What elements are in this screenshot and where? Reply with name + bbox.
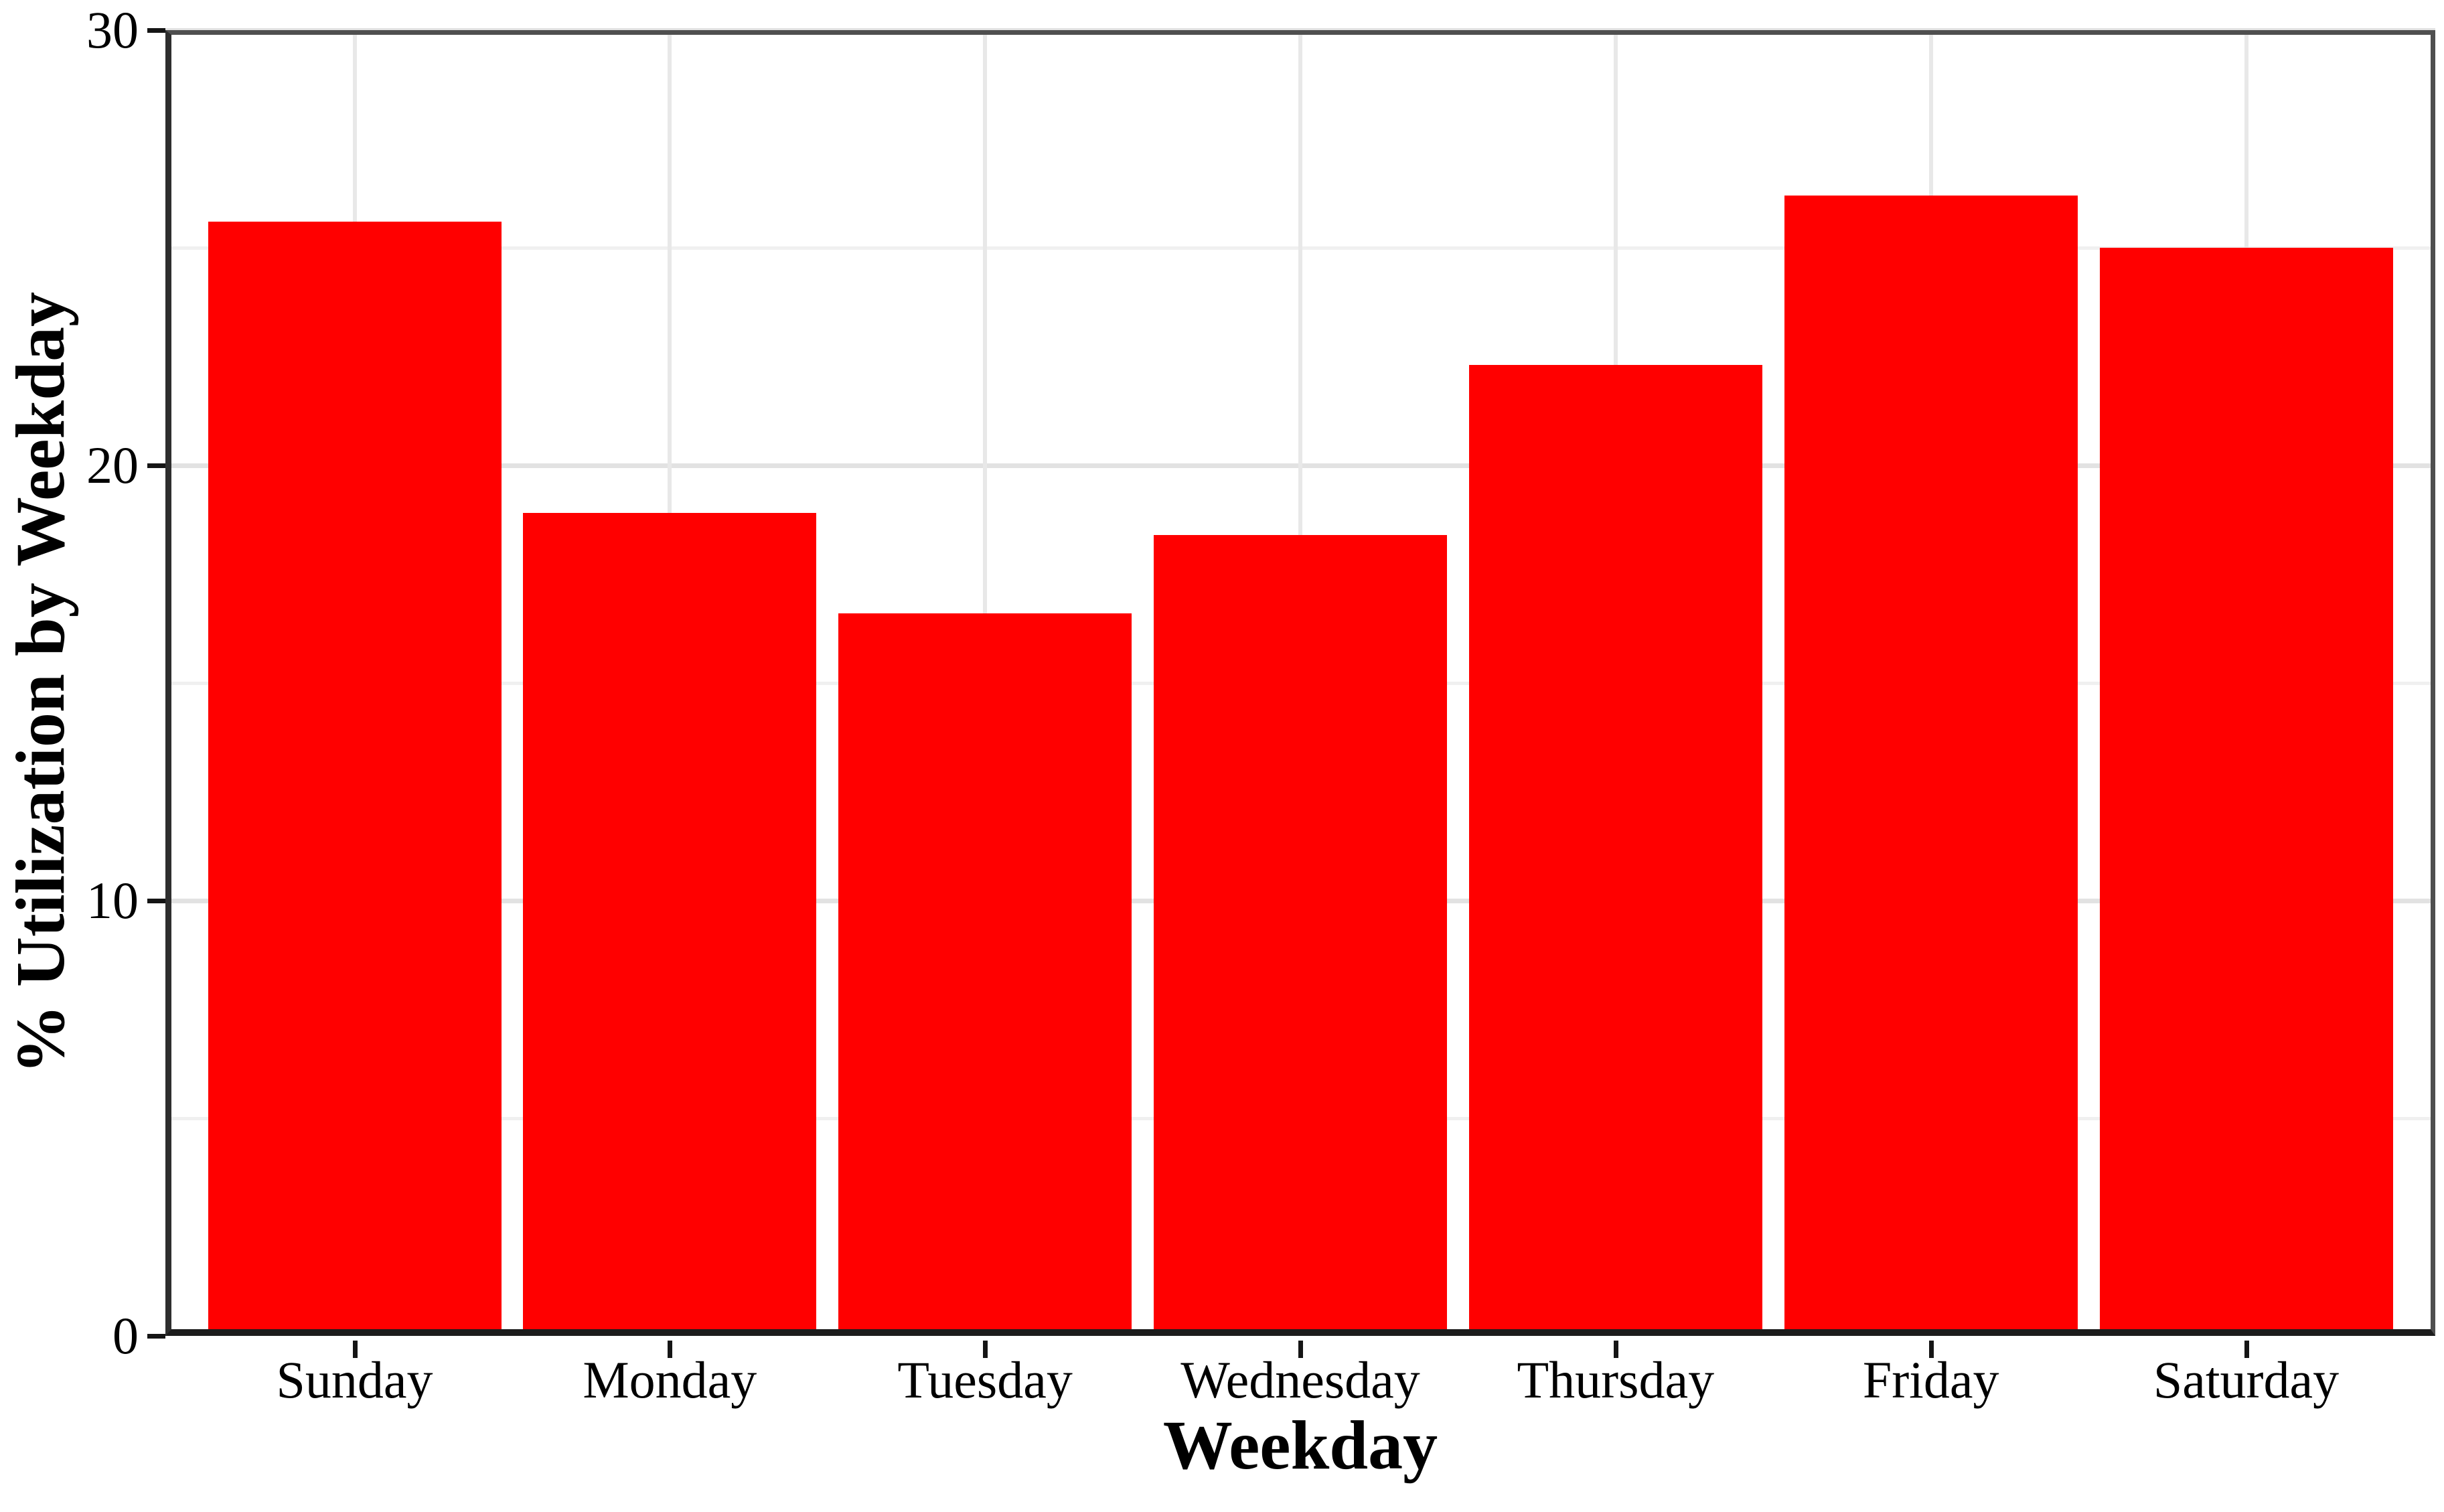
x-tick-label-friday: Friday [1862,1351,1999,1409]
x-tick-saturday [2244,1341,2249,1358]
y-tick-30 [147,28,165,33]
bar-monday [523,513,817,1336]
y-tick-label-0: 0 [112,1306,139,1365]
x-tick-wednesday [1298,1341,1303,1358]
y-tick-label-10: 10 [86,871,139,929]
x-axis-title: Weekday [1162,1407,1438,1484]
bar-sunday [208,222,502,1336]
bar-layer [165,30,2435,1336]
bar-tuesday [838,613,1132,1336]
x-tick-thursday [1613,1341,1618,1358]
y-tick-label-20: 20 [86,436,139,494]
y-axis-title: % Utilization by Weekday [2,291,79,1075]
x-tick-sunday [352,1341,358,1358]
y-tick-label-30: 30 [86,1,139,59]
y-tick-0 [147,1334,165,1339]
bar-thursday [1468,365,1762,1336]
y-tick-20 [147,463,165,468]
bar-saturday [2099,248,2393,1336]
x-tick-tuesday [983,1341,988,1358]
bar-wednesday [1154,535,1447,1336]
y-tick-10 [147,899,165,903]
x-tick-monday [668,1341,673,1358]
x-tick-label-tuesday: Tuesday [897,1351,1073,1409]
bar-friday [1784,196,2078,1336]
x-tick-label-saturday: Saturday [2153,1351,2340,1409]
x-tick-label-sunday: Sunday [276,1351,433,1409]
x-tick-label-thursday: Thursday [1517,1351,1715,1409]
x-tick-friday [1928,1341,1934,1358]
x-tick-label-monday: Monday [583,1351,757,1409]
x-tick-label-wednesday: Wednesday [1180,1351,1420,1409]
